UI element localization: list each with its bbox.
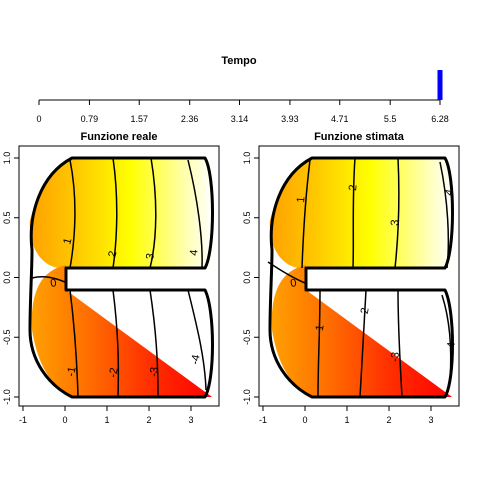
contour-label: 1 — [61, 237, 74, 246]
contour-label: -3 — [389, 351, 402, 362]
contour-label: -3 — [148, 366, 161, 377]
slider-marker[interactable] — [437, 70, 443, 100]
contour-line — [31, 276, 66, 283]
y-tick-label: -0.5 — [2, 329, 12, 345]
contour-label: 3 — [144, 252, 157, 260]
region-bottom — [31, 265, 212, 397]
slider-tick-label: 0.79 — [81, 114, 99, 124]
y-tick-label: 0.0 — [242, 271, 252, 284]
region-bottom — [271, 265, 452, 397]
contour-line — [149, 289, 159, 398]
y-tick-label: 0.0 — [2, 271, 12, 284]
contour-line — [359, 289, 367, 398]
y-tick-label: -1.0 — [242, 389, 252, 405]
x-tick-label: 3 — [188, 415, 193, 425]
region-top — [269, 158, 452, 268]
contour-line — [317, 289, 321, 398]
contour-label: -1 — [65, 366, 79, 378]
time-slider[interactable]: Tempo 0 0.79 1.57 2.36 3.14 3.93 4.71 5.5 6.28 — [36, 55, 448, 124]
slider-tick-label: 5.5 — [384, 114, 397, 124]
contour-label: 0 — [289, 277, 297, 290]
domain-shape — [28, 156, 214, 399]
contour-line — [187, 159, 203, 269]
panel-title: Funzione reale — [80, 131, 157, 143]
contour-lines — [267, 157, 452, 398]
contour-label: 2 — [106, 250, 119, 259]
contour-line — [352, 157, 356, 269]
contour-line — [112, 157, 118, 269]
x-tick-label: 3 — [428, 415, 433, 425]
contour-line — [301, 159, 311, 269]
contour-label: -2 — [358, 307, 372, 319]
domain-outline — [268, 156, 454, 399]
x-tick-label: 1 — [104, 415, 109, 425]
x-tick-label: -1 — [19, 415, 27, 425]
contour-label: -2 — [107, 367, 121, 379]
y-tick-label: -1.0 — [2, 389, 12, 405]
contour-line — [69, 289, 79, 398]
y-tick-label: 1.0 — [242, 152, 252, 165]
contour-label: 0 — [49, 277, 57, 290]
y-tick-label: 1.0 — [2, 152, 12, 165]
contour-labels: 0 1 2 3 4 -1 -2 -3 -4 — [289, 184, 457, 362]
contour-line — [149, 157, 157, 269]
chart-panel-funzione-reale: Funzione reale -1 0 1 2 3 -1.0 -0.5 0.0 0.5 1.0 0… — [2, 131, 220, 425]
contour-label: 4 — [188, 249, 200, 256]
contour-label: -4 — [445, 341, 458, 352]
contour-line — [394, 157, 400, 269]
x-tick-label: 2 — [146, 415, 151, 425]
slider-ticks: 0 0.79 1.57 2.36 3.14 3.93 4.71 5.5 6.28 — [36, 100, 449, 124]
region-top — [29, 158, 213, 268]
slider-tick-label: 4.71 — [331, 114, 349, 124]
contour-label: -1 — [313, 324, 327, 336]
x-tick-label: 0 — [302, 415, 307, 425]
contour-label: 4 — [443, 188, 456, 196]
y-tick-label: 0.5 — [242, 211, 252, 224]
contour-line — [112, 289, 120, 398]
slider-title: Tempo — [221, 55, 257, 67]
contour-labels: 0 1 2 3 4 -1 -2 -3 -4 — [49, 237, 202, 379]
axis-ticks: -1 0 1 2 3 -1.0 -0.5 0.0 0.5 1.0 — [242, 152, 434, 425]
chart-panel-funzione-stimata: Funzione stimata -1 0 1 2 3 -1.0 -0.5 0.0 0.5 1.0… — [242, 131, 460, 425]
slider-tick-label: 6.28 — [431, 114, 449, 124]
contour-line — [439, 161, 450, 269]
contour-line — [187, 289, 207, 391]
contour-line — [267, 261, 306, 284]
contour-label: 3 — [389, 219, 401, 226]
slider-tick-label: 3.14 — [231, 114, 249, 124]
y-tick-label: 0.5 — [2, 211, 12, 224]
x-tick-label: 2 — [386, 415, 391, 425]
slider-tick-label: 1.57 — [130, 114, 148, 124]
slider-tick-label: 3.93 — [281, 114, 299, 124]
x-tick-label: -1 — [259, 415, 267, 425]
x-tick-label: 1 — [344, 415, 349, 425]
x-tick-label: 0 — [62, 415, 67, 425]
contour-line — [397, 289, 403, 398]
contour-label: 1 — [295, 196, 307, 203]
panel-title: Funzione stimata — [314, 131, 405, 143]
slider-tick-label: 0 — [36, 114, 41, 124]
domain-outline — [28, 156, 214, 399]
contour-line — [69, 159, 76, 269]
domain-shape — [268, 156, 454, 399]
plot-frame — [258, 145, 460, 407]
contour-label: 2 — [347, 184, 359, 191]
contour-lines — [31, 157, 207, 398]
y-tick-label: -0.5 — [242, 329, 252, 345]
slider-tick-label: 2.36 — [181, 114, 199, 124]
plot-frame — [18, 145, 220, 407]
axis-ticks: -1 0 1 2 3 -1.0 -0.5 0.0 0.5 1.0 — [2, 152, 194, 425]
contour-label: -4 — [189, 354, 203, 366]
contour-line — [441, 294, 452, 381]
